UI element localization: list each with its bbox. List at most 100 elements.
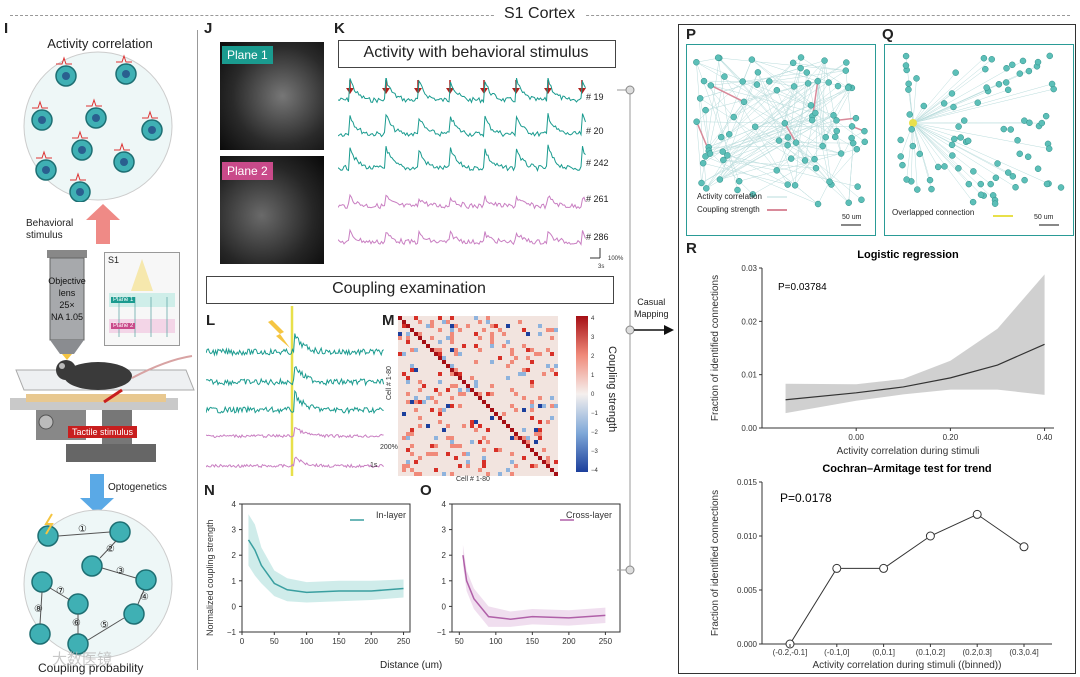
- data-point: [832, 563, 842, 573]
- x-tick: (0,0.1]: [872, 648, 895, 657]
- neuron-node: [955, 123, 962, 130]
- plot-frame: [451, 503, 621, 633]
- connection-edge: [912, 89, 1009, 124]
- heatmap-cell: [458, 376, 462, 380]
- neuron-node: [807, 102, 815, 109]
- heatmap-cell: [426, 396, 430, 400]
- neuron-node: [735, 177, 743, 185]
- neuron-node: [791, 182, 799, 189]
- heatmap-cell: [514, 432, 518, 436]
- up-arrow: [86, 204, 120, 244]
- heatmap-cell: [546, 456, 550, 460]
- mean-curve: [247, 539, 404, 594]
- neuron-node: [951, 135, 958, 143]
- neuron-node: [909, 142, 917, 150]
- heatmap-cell: [530, 348, 534, 352]
- y-tick: 0: [232, 602, 237, 611]
- heatmap-cell: [474, 360, 478, 364]
- correlation-edge: [815, 86, 849, 114]
- colorbar-tick: −4: [591, 468, 598, 474]
- heatmap-cell: [554, 328, 558, 332]
- heatmap-cell: [522, 372, 526, 376]
- s1-inset: S1 Plane 1 Plane 2: [104, 252, 180, 346]
- heatmap-cell: [454, 324, 458, 328]
- neuron-node: [1003, 64, 1010, 72]
- heatmap-cell: [414, 368, 418, 372]
- heatmap-cell: [398, 332, 402, 336]
- neuron-node: [1026, 119, 1033, 127]
- heatmap-cell: [446, 364, 450, 368]
- neuron-node: [1016, 150, 1023, 158]
- connection-edge: [912, 58, 985, 124]
- correlation-edge: [833, 86, 850, 116]
- heatmap-cell: [438, 392, 442, 396]
- heatmap-cell: [546, 364, 550, 368]
- cell-label: # 242: [586, 158, 609, 168]
- heatmap-cell: [530, 380, 534, 384]
- correlation-edge: [815, 81, 818, 169]
- y-tick: 4: [232, 500, 237, 509]
- neuron-node: [720, 156, 727, 164]
- cell-label: # 261: [586, 194, 609, 204]
- heatmap-cell: [530, 360, 534, 364]
- activity-correlation-title: Activity correlation: [47, 36, 153, 51]
- p-scale: 50 um: [842, 214, 862, 221]
- correlation-edge: [778, 68, 801, 141]
- heatmap-cell: [522, 440, 526, 444]
- x-tick: 250: [599, 637, 613, 646]
- heatmap-cell: [442, 356, 446, 360]
- heatmap-cell: [522, 368, 526, 372]
- neuron-node: [825, 79, 832, 86]
- heatmap-cell: [554, 404, 558, 408]
- neuron-node: [1034, 165, 1042, 173]
- heatmap-cell: [406, 400, 410, 404]
- neuron-node: [977, 191, 985, 198]
- heatmap-cell: [470, 440, 474, 444]
- heatmap-cell: [438, 412, 442, 416]
- heatmap-cell: [502, 412, 506, 416]
- connection-edge: [912, 122, 959, 169]
- heatmap-cell: [434, 452, 438, 456]
- correlation-edge: [699, 98, 709, 148]
- heatmap-cell: [534, 452, 538, 456]
- heatmap-cell: [530, 464, 534, 468]
- m-xlabel: Cell # 1-80: [456, 476, 490, 483]
- heatmap-cell: [414, 472, 418, 476]
- chart-title: Cochran–Armitage test for trend: [822, 463, 991, 475]
- heatmap-cell: [474, 392, 478, 396]
- correlation-edge: [751, 59, 865, 143]
- page-title: S1 Cortex: [494, 5, 586, 23]
- heatmap-cell: [438, 316, 442, 320]
- heatmap-cell: [410, 468, 414, 472]
- heatmap-cell: [426, 344, 430, 348]
- y-tick: 0.01: [741, 371, 757, 380]
- heatmap-cell: [506, 324, 510, 328]
- correlation-edge: [822, 60, 825, 147]
- x-tick: 250: [397, 637, 411, 646]
- coupling-trace: [206, 365, 385, 387]
- heatmap-cell: [530, 384, 534, 388]
- heatmap-cell: [494, 448, 498, 452]
- stimulus-arrowhead: [382, 88, 390, 94]
- connection-edge: [912, 122, 1013, 177]
- neuron-node: [1045, 145, 1053, 152]
- neuron-node: [1016, 70, 1024, 77]
- correlation-edge: [825, 87, 853, 138]
- heatmap-cell: [470, 424, 474, 428]
- coupling-edge: [784, 122, 797, 143]
- heatmap-cell: [526, 356, 530, 360]
- panel-label-i: I: [4, 20, 9, 37]
- y-tick: 0.005: [737, 586, 758, 595]
- objective-line: Objective: [48, 276, 86, 286]
- connection-edge: [912, 122, 918, 190]
- correlation-edge: [702, 62, 794, 164]
- y-tick: 2: [442, 551, 447, 560]
- heatmap-cell: [450, 368, 454, 372]
- heatmap-cell: [490, 384, 494, 388]
- heatmap-cell: [422, 400, 426, 404]
- heatmap-cell: [410, 400, 414, 404]
- heatmap-cell: [458, 328, 462, 332]
- heatmap-cell: [446, 336, 450, 340]
- connection-edge: [911, 122, 914, 182]
- neuron-node: [797, 64, 804, 72]
